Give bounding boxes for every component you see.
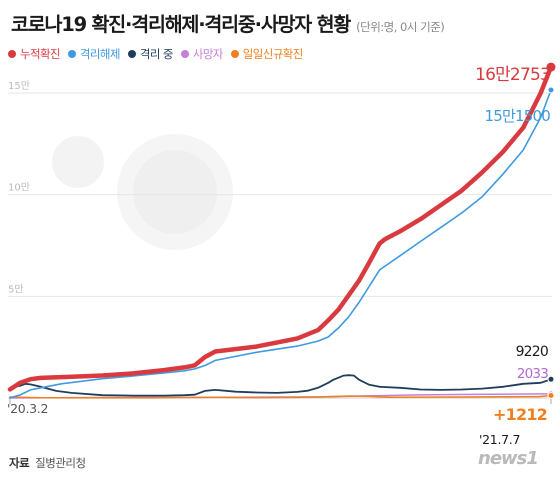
- legend-dot-icon: [180, 50, 189, 58]
- source-label: 자료: [9, 456, 30, 470]
- unit-note: (단위:명, 0시 기준): [356, 20, 445, 34]
- legend-label: 누적확진: [20, 47, 61, 61]
- series-lines: [7, 62, 556, 400]
- series-end-point-daily: [547, 392, 555, 400]
- series-line-daily: [9, 394, 552, 399]
- end-label-released: 15만1500: [485, 107, 551, 125]
- series-line-released: [9, 89, 552, 399]
- legend-item-cumulative: 누적확진: [8, 46, 61, 62]
- series-end-point-isolated: [547, 375, 555, 383]
- legend-label: 일일신규확진: [242, 47, 303, 61]
- end-label-cumulative: 16만2753: [475, 65, 550, 85]
- legend-dot-icon: [67, 50, 76, 58]
- legend-label: 격리 중: [139, 47, 174, 61]
- chart-title: 코로나19 확진·격리해제·격리중·사망자 현황: [11, 13, 351, 36]
- series-end-point-released: [547, 86, 555, 94]
- source-name: 질병관리청: [35, 456, 86, 470]
- x-axis-baseline: [8, 397, 552, 404]
- y-tick-label: 5만: [8, 283, 24, 295]
- series-end-point-cumulative: [546, 62, 556, 72]
- legend-item-deaths: 사망자: [180, 46, 224, 62]
- grid-lines: [8, 92, 552, 297]
- series-line-isolated: [9, 374, 552, 397]
- x-end-label: '21.7.7: [479, 432, 520, 447]
- legend-item-isolated: 격리 중: [127, 46, 174, 62]
- coronavirus-watermark-icon: [52, 134, 233, 250]
- y-tick-label: 10만: [8, 182, 30, 194]
- y-axis-ticks: 5만 10만 15만: [8, 80, 30, 295]
- legend-label: 사망자: [192, 47, 224, 61]
- end-value-labels: 16만2753 15만1500 9220 2033 +1212: [475, 65, 551, 424]
- x-axis-labels: '20.3.2 '21.7.7: [7, 401, 520, 447]
- legend-dot-icon: [127, 50, 136, 58]
- legend-dot-icon: [8, 50, 16, 58]
- end-label-deaths: 2033: [517, 366, 548, 382]
- x-start-label: '20.3.2: [7, 401, 48, 416]
- series-line-cumulative: [7, 64, 554, 392]
- y-tick-label: 15만: [8, 80, 30, 92]
- end-label-isolated: 9220: [516, 344, 548, 360]
- legend-item-released: 격리해제: [67, 46, 121, 62]
- legend-item-daily: 일일신규확진: [230, 46, 303, 62]
- end-label-daily: +1212: [493, 405, 547, 424]
- source-credit: 자료 질병관리청: [9, 455, 86, 471]
- news1-logo: news1: [478, 448, 539, 469]
- legend: 누적확진 격리해제 격리 중 사망자 일일신규확진: [8, 45, 311, 63]
- legend-dot-icon: [230, 50, 239, 58]
- chart-header: 코로나19 확진·격리해제·격리중·사망자 현황 (단위:명, 0시 기준): [11, 8, 551, 38]
- legend-label: 격리해제: [79, 47, 121, 61]
